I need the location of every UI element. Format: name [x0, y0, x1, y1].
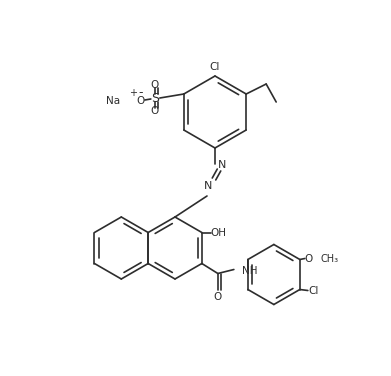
Text: O: O — [151, 106, 159, 116]
Text: -: - — [138, 86, 143, 100]
Text: CH₃: CH₃ — [321, 253, 339, 264]
Text: S: S — [151, 91, 159, 105]
Text: OH: OH — [211, 227, 227, 238]
Text: O: O — [137, 96, 145, 106]
Text: Na: Na — [106, 96, 120, 106]
Text: +: + — [129, 88, 137, 98]
Text: Cl: Cl — [210, 62, 220, 72]
Text: N: N — [218, 160, 226, 170]
Text: O: O — [305, 253, 313, 264]
Text: Cl: Cl — [308, 287, 319, 297]
Text: N: N — [204, 181, 212, 191]
Text: O: O — [151, 80, 159, 90]
Text: O: O — [214, 293, 222, 303]
Text: NH: NH — [242, 265, 257, 276]
